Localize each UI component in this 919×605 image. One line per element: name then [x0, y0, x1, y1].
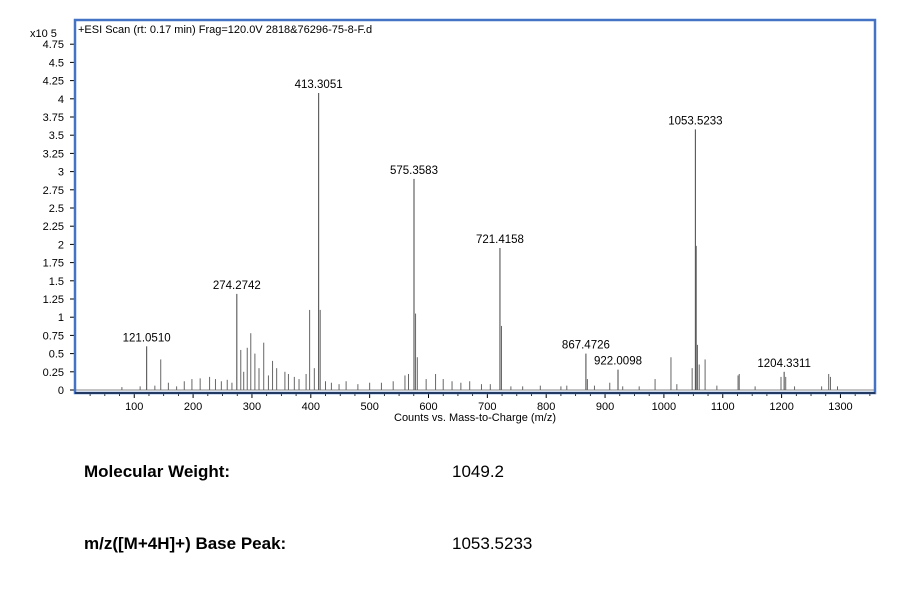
peak-label: 413.3051: [295, 79, 343, 91]
y-tick-label: 3.75: [43, 112, 64, 124]
x-tick-label: 900: [596, 401, 614, 413]
peak-label: 274.2742: [213, 280, 261, 292]
x-axis-label: Counts vs. Mass-to-Charge (m/z): [394, 412, 556, 424]
peak-label: 1053.5233: [668, 115, 722, 127]
y-tick-label: 1.5: [49, 276, 64, 288]
base-peak-label: m/z([M+4H]+) Base Peak:: [84, 534, 287, 553]
peak-label: 575.3583: [390, 165, 438, 177]
y-tick-label: 2.75: [43, 185, 64, 197]
y-tick-label: 2.25: [43, 221, 64, 233]
y-tick-label: 0.75: [43, 330, 64, 342]
x-tick-label: 600: [419, 401, 437, 413]
y-tick-label: 4.25: [43, 76, 64, 88]
x-tick-label: 1000: [652, 401, 676, 413]
x-tick-label: 1200: [769, 401, 793, 413]
y-axis-ticks: 4.75 4.5 4.25 4 3.75 3.5 3.25 3 2.75 2.5 2.25 2 1.75…: [43, 39, 75, 397]
x-tick-label: 100: [125, 401, 143, 413]
x-tick-label: 800: [537, 401, 555, 413]
y-multiplier-label: x10 5: [30, 28, 57, 40]
y-tick-label: 4: [58, 94, 64, 106]
x-tick-label: 300: [243, 401, 261, 413]
y-tick-label: 4.5: [49, 57, 64, 69]
peak-label: 922.0098: [594, 356, 642, 368]
y-tick-label: 1: [58, 312, 64, 324]
x-tick-label: 1300: [828, 401, 852, 413]
peak-label: 867.4726: [562, 340, 610, 352]
chart-title: +ESI Scan (rt: 0.17 min) Frag=120.0V 281…: [78, 24, 372, 36]
x-tick-label: 500: [360, 401, 378, 413]
y-tick-label: 1.75: [43, 258, 64, 270]
spectrum-peaks: [76, 92, 874, 391]
y-tick-label: 0.25: [43, 367, 64, 379]
y-tick-label: 3: [58, 167, 64, 179]
peak-labels: 121.0510 274.2742 413.3051 575.3583 721.4158…: [123, 79, 811, 370]
plot-frame: [73, 18, 877, 395]
mass-spectrum-chart: 4.75 4.5 4.25 4 3.75 3.5 3.25 3 2.75 2.5 2.25 2 1.75…: [30, 18, 877, 424]
y-tick-label: 2.5: [49, 203, 64, 215]
y-tick-label: 2: [58, 239, 64, 251]
molecular-weight-label: Molecular Weight:: [84, 462, 231, 481]
y-tick-label: 4.75: [43, 39, 64, 51]
x-tick-label: 700: [478, 401, 496, 413]
peak-label: 1204.3311: [757, 358, 811, 370]
peak-label: 721.4158: [476, 234, 524, 246]
base-peak-value: 1053.5233: [452, 534, 533, 553]
x-tick-label: 1100: [711, 401, 735, 413]
peak-label: 121.0510: [123, 332, 171, 344]
x-tick-label: 200: [184, 401, 202, 413]
y-tick-label: 0: [58, 385, 64, 397]
y-tick-label: 3.5: [49, 130, 64, 142]
x-axis-ticks: 100 200 300 400 500 600 700 800 900 1000 1100 1200 1…: [89, 393, 871, 413]
molecular-weight-value: 1049.2: [452, 462, 504, 481]
y-tick-label: 1.25: [43, 294, 64, 306]
y-tick-label: 3.25: [43, 148, 64, 160]
y-tick-label: 0.5: [49, 349, 64, 361]
x-tick-label: 400: [302, 401, 320, 413]
